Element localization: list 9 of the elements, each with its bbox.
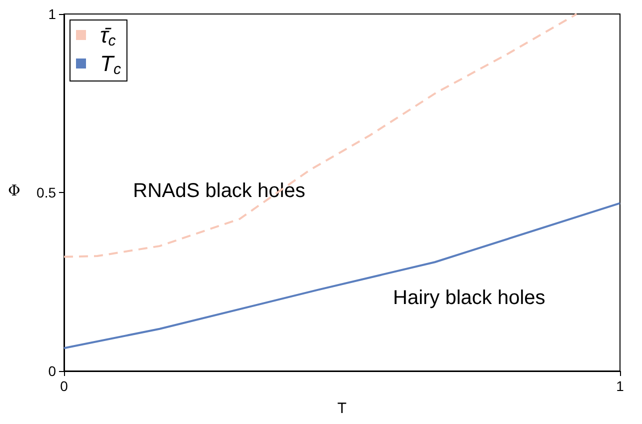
- y-tick-label: 0.5: [36, 184, 56, 200]
- annotation: RNAdS black holes: [133, 180, 306, 202]
- y-tick-label: 1: [48, 6, 56, 22]
- y-axis-title: Φ: [8, 182, 20, 200]
- line-series: [63, 13, 578, 258]
- x-axis-title: T: [337, 400, 347, 417]
- annotation: Hairy black holes: [393, 287, 546, 309]
- y-tick-label: 0: [48, 363, 56, 379]
- line-series: [63, 202, 621, 350]
